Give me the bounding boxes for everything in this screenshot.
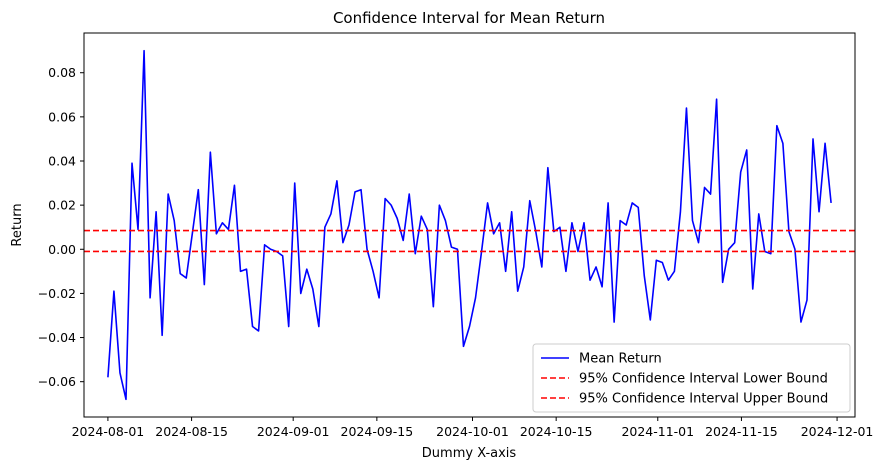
x-axis-ticks: 2024-08-01 2024-08-15 2024-09-01 2024-09-15…	[72, 417, 874, 439]
x-tick-label: 2024-10-01	[436, 424, 509, 439]
y-tick-label: −0.06	[38, 374, 76, 389]
x-tick-label: 2024-09-01	[257, 424, 330, 439]
y-tick-label: 0.08	[48, 65, 76, 80]
y-tick-label: −0.02	[38, 286, 76, 301]
x-tick-label: 2024-12-01	[801, 424, 874, 439]
y-tick-label: 0.00	[48, 242, 76, 257]
legend-label: 95% Confidence Interval Lower Bound	[579, 372, 828, 387]
plot-frame	[83, 32, 856, 418]
y-tick-label: 0.02	[48, 198, 76, 213]
legend-box	[532, 343, 851, 413]
plot-content	[84, 49, 855, 401]
x-tick-label: 2024-09-15	[341, 424, 414, 439]
legend: Mean Return 95% Confidence Interval Lower…	[532, 343, 851, 413]
x-tick-label: 2024-10-15	[520, 424, 593, 439]
legend-label: Mean Return	[579, 352, 662, 367]
y-axis-label: Return	[10, 203, 25, 246]
y-tick-label: 0.06	[48, 109, 76, 124]
chart-title: Confidence Interval for Mean Return	[333, 9, 605, 27]
series-line-mean-return	[107, 49, 832, 401]
x-tick-label: 2024-08-01	[72, 424, 145, 439]
y-axis-ticks: −0.06 −0.04 −0.02 0.00 0.02 0.04 0.06 0.08	[38, 65, 84, 389]
x-axis-label: Dummy X-axis	[422, 446, 517, 461]
x-tick-label: 2024-11-15	[705, 424, 778, 439]
x-tick-label: 2024-08-15	[155, 424, 228, 439]
x-tick-label: 2024-11-01	[621, 424, 694, 439]
legend-label: 95% Confidence Interval Upper Bound	[579, 392, 828, 407]
y-tick-label: −0.04	[38, 330, 76, 345]
y-tick-label: 0.04	[48, 154, 76, 169]
